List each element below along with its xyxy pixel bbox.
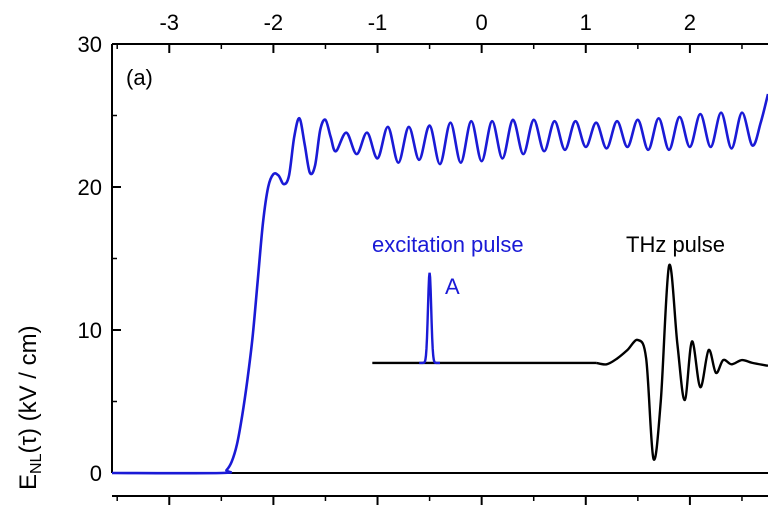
panel-label: (a) [126,65,153,90]
y-axis-label-subscript: NL [28,453,45,474]
series [111,93,768,475]
thz-pulse-line [595,263,768,461]
x-tick-label: 1 [580,10,592,35]
thz-pulse-label: THz pulse [626,232,725,257]
y-axis-label-prefix: E [15,474,42,490]
y-tick-label: 20 [78,175,102,200]
excitation-pulse-label: excitation pulse [372,232,524,257]
peak-label-a: A [445,274,460,299]
x-tick-label: -1 [368,10,388,35]
series-line-enl [111,93,768,475]
x-tick-label: -2 [264,10,284,35]
y-tick-label: 0 [90,461,102,486]
y-tick-label: 10 [78,318,102,343]
x-tick-label: -3 [159,10,179,35]
y-tick-label: 30 [78,32,102,57]
x-tick-label: 0 [476,10,488,35]
x-tick-label: 2 [684,10,696,35]
excitation-pulse-line [419,272,440,365]
y-axis-label: ENL(τ) (kV / cm) [15,325,45,490]
inset [372,263,768,461]
y-axis-label-suffix: (τ) (kV / cm) [15,325,42,453]
